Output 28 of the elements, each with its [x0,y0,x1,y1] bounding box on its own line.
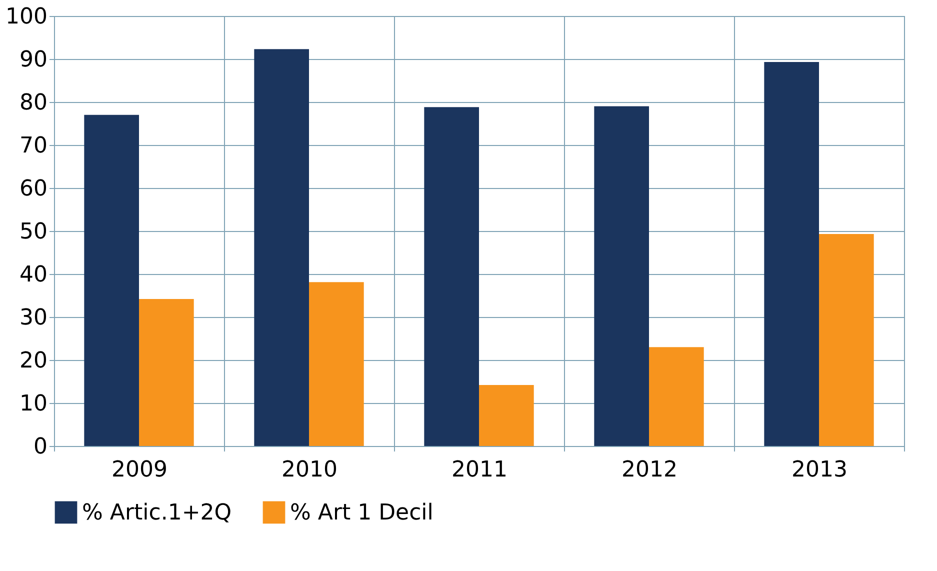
bar [819,234,874,446]
y-tick-label: 60 [20,176,48,202]
y-tick-label: 0 [34,434,48,460]
y-tick-label: 40 [20,262,48,288]
bar [764,62,819,446]
x-tick-label: 2011 [452,458,508,482]
x-tick-label: 2012 [622,458,678,482]
y-tick-label: 80 [20,90,48,116]
bar [649,347,704,446]
bar [479,384,534,446]
y-tick-label: 70 [20,134,48,158]
x-tick-label: 2013 [792,458,848,482]
y-tick-label: 100 [6,4,48,30]
legend-label: % Artic.1+2Q [82,500,232,526]
legend-label: % Art 1 Decil [290,500,434,526]
bar [139,298,194,446]
y-tick-label: 30 [20,306,48,330]
bar [254,49,309,446]
bar [424,107,479,446]
y-tick-label: 50 [20,220,48,244]
y-tick-label: 20 [20,348,48,374]
x-tick-label: 2010 [282,458,338,482]
bar [84,114,139,446]
y-tick-label: 90 [20,48,48,72]
bar [594,106,649,446]
x-tick-label: 2009 [112,458,168,482]
y-tick-label: 10 [20,392,48,416]
bar [309,282,364,446]
